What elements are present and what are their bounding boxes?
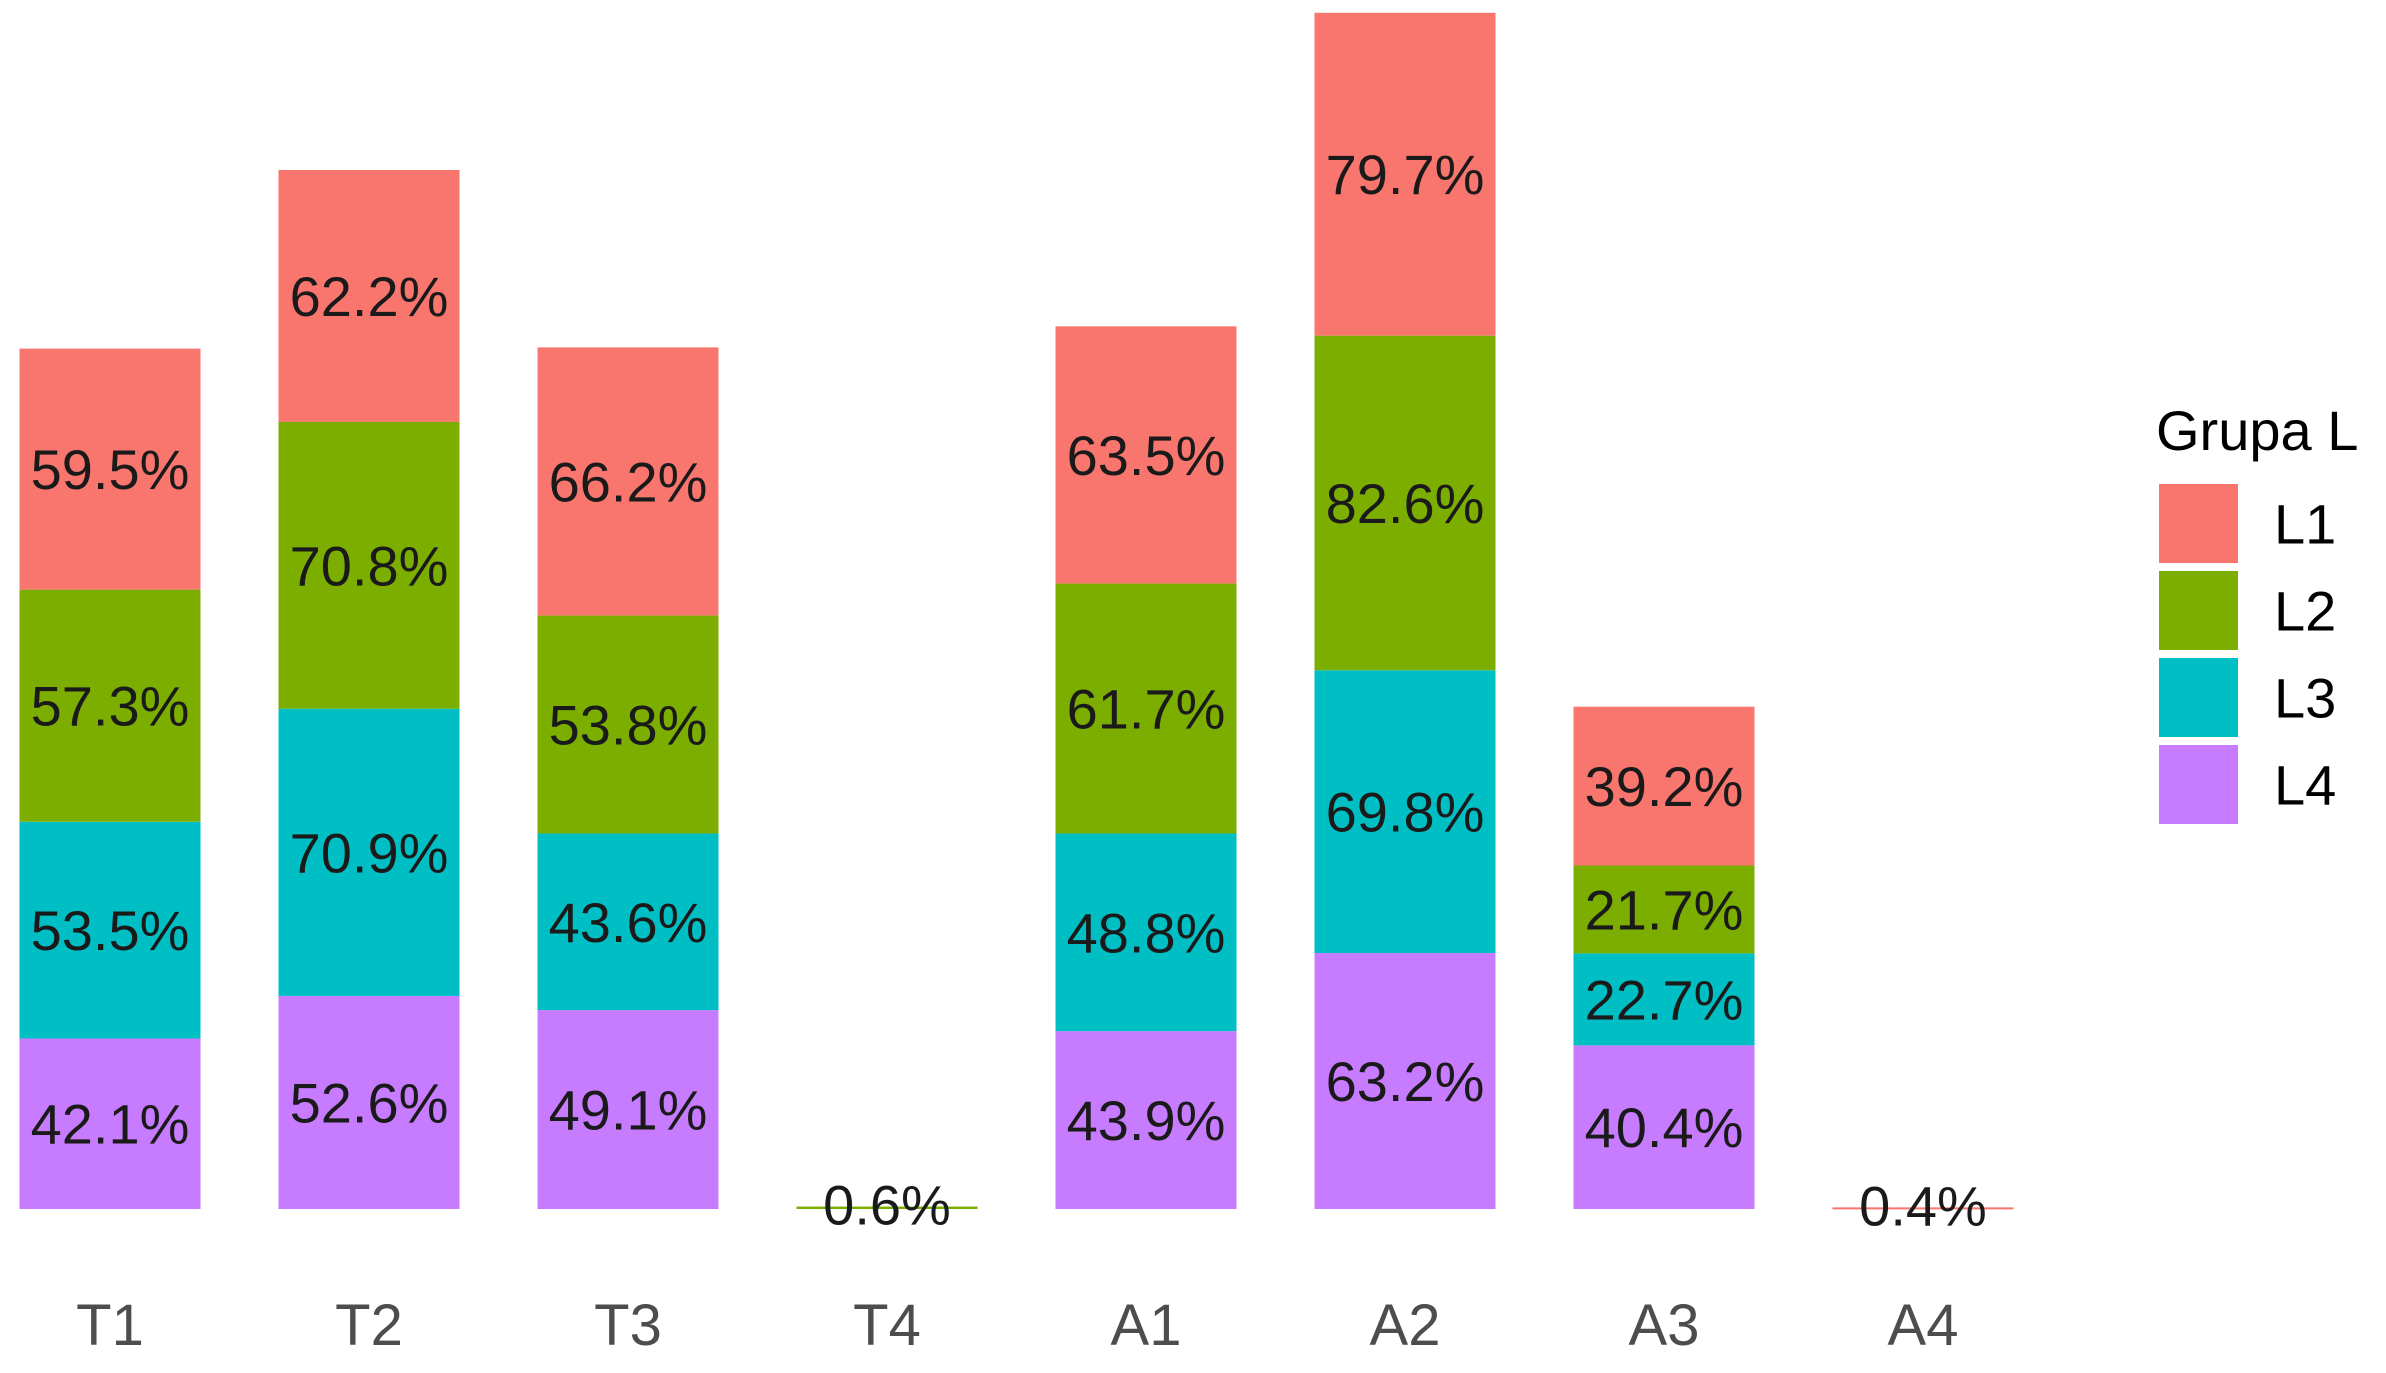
bar-a3-l1 <box>1573 706 1755 866</box>
bar-a1-l4 <box>1055 1031 1237 1209</box>
x-tick-label-t4: T4 <box>853 1293 921 1358</box>
bar-t1-l2 <box>19 589 201 822</box>
x-axis: T1 T2 T3 T4 A1 A2 A3 A4 <box>76 1293 1958 1358</box>
legend-key-l2 <box>2159 571 2238 650</box>
bar-a2-l3 <box>1314 670 1496 953</box>
data-label-a2-l3: 69.8% <box>1326 781 1485 844</box>
bar-t3-l2 <box>537 615 719 834</box>
legend-label-l4: L4 <box>2274 754 2336 817</box>
legend: Grupa L L1 L2 L3 L4 <box>2156 399 2358 824</box>
data-label-t3-l1: 66.2% <box>549 450 708 513</box>
data-label-a2-l2: 82.6% <box>1326 472 1485 535</box>
bar-a2-l4 <box>1314 952 1496 1209</box>
x-tick-label-a2: A2 <box>1370 1293 1441 1358</box>
data-label-t1-l4: 42.1% <box>31 1093 190 1156</box>
bar-a3-l3 <box>1573 953 1755 1046</box>
data-label-t4-l2: 0.6% <box>823 1174 951 1237</box>
data-label-a3-l4: 40.4% <box>1585 1096 1744 1159</box>
bar-t2-l4 <box>278 995 460 1209</box>
bar-a3-l4 <box>1573 1045 1755 1209</box>
data-label-a1-l3: 48.8% <box>1067 901 1226 964</box>
data-label-t2-l4: 52.6% <box>290 1071 449 1134</box>
data-label-a3-l1: 39.2% <box>1585 755 1744 818</box>
data-label-t3-l4: 49.1% <box>549 1079 708 1142</box>
legend-label-l3: L3 <box>2274 667 2336 730</box>
data-label-t3-l2: 53.8% <box>549 694 708 757</box>
legend-key-l3 <box>2159 658 2238 737</box>
data-label-a1-l1: 63.5% <box>1067 424 1226 487</box>
data-label-a1-l4: 43.9% <box>1067 1089 1226 1152</box>
data-label-a2-l1: 79.7% <box>1326 143 1485 206</box>
x-tick-label-a1: A1 <box>1111 1293 1182 1358</box>
bar-t3-l4 <box>537 1010 719 1209</box>
plot-area: 42.1% 53.5% 57.3% 59.5% 52.6% 70.9% 70.8% 62.2%… <box>19 12 2014 1237</box>
bar-a1-l1 <box>1055 326 1237 584</box>
legend-key-l4 <box>2159 745 2238 824</box>
bar-t4-l2 <box>796 1206 978 1209</box>
bar-a4-l1 <box>1832 1207 2014 1210</box>
bar-t3-l1 <box>537 347 719 616</box>
bar-t3-l3 <box>537 833 719 1011</box>
data-label-a3-l3: 22.7% <box>1585 968 1744 1031</box>
bar-a2-l1 <box>1314 12 1496 336</box>
data-label-a3-l2: 21.7% <box>1585 878 1744 941</box>
legend-title: Grupa L <box>2156 399 2358 462</box>
bar-t2-l3 <box>278 708 460 996</box>
data-label-a2-l4: 63.2% <box>1326 1050 1485 1113</box>
bar-a3-l2 <box>1573 865 1755 954</box>
bar-t2-l1 <box>278 169 460 422</box>
bar-a2-l2 <box>1314 335 1496 671</box>
bar-a1-l3 <box>1055 833 1237 1032</box>
data-label-t2-l3: 70.9% <box>290 821 449 884</box>
x-tick-label-a3: A3 <box>1629 1293 1700 1358</box>
bar-t1-l3 <box>19 821 201 1039</box>
x-tick-label-t1: T1 <box>76 1293 144 1358</box>
data-label-t2-l2: 70.8% <box>290 534 449 597</box>
data-label-t1-l3: 53.5% <box>31 899 190 962</box>
bar-a1-l2 <box>1055 583 1237 834</box>
x-tick-label-a4: A4 <box>1888 1293 1959 1358</box>
legend-key-l1 <box>2159 484 2238 563</box>
data-label-t1-l2: 57.3% <box>31 675 190 738</box>
legend-label-l1: L1 <box>2274 493 2336 556</box>
data-label-t3-l3: 43.6% <box>549 891 708 954</box>
bar-t1-l1 <box>19 348 201 590</box>
x-tick-label-t3: T3 <box>594 1293 662 1358</box>
bar-t1-l4 <box>19 1038 201 1209</box>
x-tick-label-t2: T2 <box>335 1293 403 1358</box>
bar-t2-l2 <box>278 421 460 709</box>
data-label-t1-l1: 59.5% <box>31 438 190 501</box>
legend-label-l2: L2 <box>2274 580 2336 643</box>
data-label-a1-l2: 61.7% <box>1067 678 1226 741</box>
data-label-t2-l1: 62.2% <box>290 265 449 328</box>
data-label-a4-l1: 0.4% <box>1859 1174 1987 1237</box>
